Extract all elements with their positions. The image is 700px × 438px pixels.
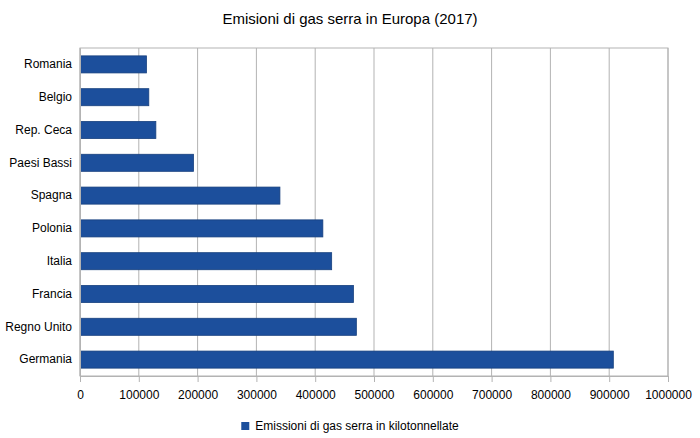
bar (80, 318, 356, 335)
tick: 900000 (590, 376, 630, 402)
tick: Polonia (32, 221, 80, 235)
tick-mark (256, 376, 257, 382)
tick: 600000 (413, 376, 453, 402)
category-label: Belgio (39, 90, 73, 104)
tick-mark (80, 376, 81, 382)
tick-label: 600000 (413, 388, 453, 402)
grid-line (550, 48, 551, 376)
category-label: Spagna (31, 188, 73, 202)
bars (80, 56, 613, 368)
title: Emisioni di gas serra in Europa (2017) (222, 10, 477, 27)
tick: Paesi Bassi (9, 156, 80, 170)
value-axis: 0 100000 200000 300000 400000 500000 600000 700… (77, 376, 692, 402)
grid-line (609, 48, 610, 376)
plot-frame (80, 48, 668, 376)
tick: Romania (24, 57, 80, 71)
category-label: Germania (19, 352, 72, 366)
bar (80, 253, 332, 270)
grid-line (432, 48, 433, 376)
tick-label: 400000 (296, 388, 336, 402)
tick: 400000 (296, 376, 336, 402)
tick: Spagna (31, 188, 80, 202)
tick: Germania (19, 352, 80, 366)
tick-mark (433, 376, 434, 382)
tick: 300000 (237, 376, 277, 402)
tick-mark (492, 376, 493, 382)
category-label: Paesi Bassi (9, 156, 72, 170)
tick-mark (374, 376, 375, 382)
tick: 500000 (354, 376, 394, 402)
tick-label: 700000 (472, 388, 512, 402)
tick-mark (315, 376, 316, 382)
legend-swatch (241, 422, 249, 430)
plot: 0 100000 200000 300000 400000 500000 600000 700… (5, 48, 692, 402)
bar (80, 56, 146, 73)
category-axis: Romania Belgio Rep. Ceca Paesi Bassi Spagna P… (5, 49, 80, 377)
grid-line (491, 48, 492, 376)
tick: 0 (77, 376, 84, 402)
category-label: Regno Unito (5, 320, 72, 334)
tick: Belgio (39, 90, 80, 104)
legend: Emissioni di gas serra in kilotonnellate (241, 419, 459, 433)
tick: Italia (47, 254, 80, 268)
bar (80, 121, 156, 138)
tick-mark (609, 376, 610, 382)
category-label: Francia (32, 287, 72, 301)
tick: 800000 (531, 376, 571, 402)
category-label: Romania (24, 57, 72, 71)
bar (80, 154, 193, 171)
tick: Regno Unito (5, 320, 80, 334)
tick-mark (550, 376, 551, 382)
tick-label: 0 (77, 388, 84, 402)
grid (80, 48, 668, 376)
tick-label: 100000 (119, 388, 159, 402)
bar (80, 89, 149, 106)
bar (80, 285, 353, 302)
grid-line (374, 48, 375, 376)
tick-label: 300000 (237, 388, 277, 402)
category-label: Italia (47, 254, 73, 268)
bar (80, 220, 323, 237)
tick-label: 200000 (178, 388, 218, 402)
chart: Emisioni di gas serra in Europa (2017) 0 1… (0, 0, 700, 438)
tick-label: 900000 (590, 388, 630, 402)
tick: 700000 (472, 376, 512, 402)
tick-mark (139, 376, 140, 382)
tick-label: 500000 (354, 388, 394, 402)
bar (80, 187, 280, 204)
legend-label: Emissioni di gas serra in kilotonnellate (255, 419, 459, 433)
tick-mark (198, 376, 199, 382)
tick: 1000000 (645, 376, 692, 402)
tick: Rep. Ceca (15, 123, 80, 137)
axis-line (80, 49, 81, 377)
tick: 200000 (178, 376, 218, 402)
axis-line (81, 377, 669, 383)
tick: Francia (32, 287, 80, 301)
category-label: Rep. Ceca (15, 123, 72, 137)
tick: 100000 (119, 376, 159, 402)
bar (80, 351, 613, 368)
category-label: Polonia (32, 221, 72, 235)
tick-label: 800000 (531, 388, 571, 402)
tick-mark (668, 376, 669, 382)
tick-label: 1000000 (645, 388, 692, 402)
